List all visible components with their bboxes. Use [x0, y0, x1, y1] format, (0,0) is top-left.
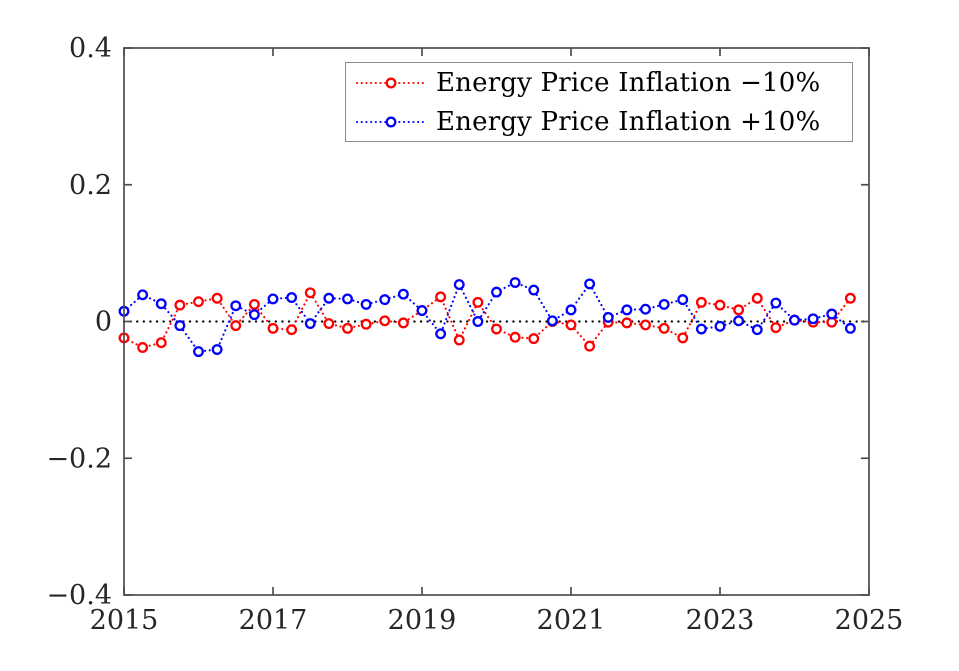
data-point-marker — [714, 299, 726, 311]
y-tick-label: 0.4 — [69, 33, 112, 64]
data-point-marker — [379, 315, 391, 327]
data-point-marker — [528, 333, 540, 345]
data-point-marker — [155, 298, 167, 310]
legend-entry-minus10: Energy Price Inflation −10% — [346, 63, 852, 102]
data-point-marker — [491, 286, 502, 298]
y-axis: −0.4 −0.2 0 0.2 0.4 — [46, 33, 869, 611]
data-point-marker — [323, 318, 335, 330]
data-point-marker — [509, 277, 521, 288]
data-point-marker — [193, 296, 204, 308]
data-point-marker — [323, 292, 335, 304]
data-point-marker — [584, 278, 596, 290]
data-point-marker — [453, 334, 465, 346]
data-point-marker — [640, 303, 651, 315]
data-point-marker — [733, 315, 745, 327]
data-point-marker — [211, 344, 223, 355]
data-point-marker — [621, 304, 633, 316]
data-point-marker — [174, 320, 186, 332]
data-point-marker — [658, 298, 670, 310]
data-point-marker — [751, 292, 763, 304]
x-tick-label: 2023 — [686, 605, 755, 636]
legend-entry-plus10: Energy Price Inflation +10% — [346, 102, 852, 141]
data-point-marker — [770, 322, 782, 334]
legend-label-plus10: Energy Price Inflation +10% — [436, 106, 821, 137]
data-point-marker — [174, 299, 186, 311]
data-point-marker — [137, 342, 149, 353]
data-point-marker — [714, 320, 726, 332]
data-point-marker — [360, 298, 372, 310]
data-point-marker — [602, 311, 614, 323]
data-point-marker — [844, 292, 856, 304]
data-point-marker — [137, 289, 149, 301]
data-point-marker — [416, 305, 428, 317]
data-point-marker — [807, 313, 819, 325]
legend-label-minus10: Energy Price Inflation −10% — [436, 67, 821, 98]
data-point-marker — [435, 291, 447, 303]
data-point-marker — [565, 304, 577, 316]
dotted-line-marker-icon — [355, 77, 427, 88]
x-tick-label: 2015 — [90, 605, 159, 636]
data-point-marker — [565, 319, 577, 331]
data-point-marker — [770, 297, 782, 309]
data-point-marker — [472, 316, 484, 327]
data-point-marker — [528, 284, 540, 296]
data-point-marker — [826, 308, 838, 320]
data-point-marker — [360, 318, 372, 330]
data-point-marker — [267, 293, 279, 305]
data-point-marker — [379, 294, 391, 306]
data-point-marker — [304, 287, 316, 299]
x-tick-label: 2021 — [537, 605, 606, 636]
data-point-marker — [453, 279, 465, 291]
data-point-marker — [435, 328, 447, 340]
data-point-marker — [472, 296, 484, 308]
data-point-marker — [286, 292, 298, 304]
data-point-marker — [621, 317, 633, 329]
data-point-marker — [342, 322, 353, 334]
data-point-marker — [211, 292, 223, 304]
data-point-marker — [658, 322, 670, 334]
data-point-marker — [286, 324, 298, 336]
data-point-marker — [677, 294, 689, 306]
data-point-marker — [397, 288, 409, 300]
legend: Energy Price Inflation −10% Energy Price… — [345, 62, 853, 142]
data-point-marker — [695, 296, 707, 308]
x-axis: 2015 2017 2019 2021 2023 2025 — [90, 48, 904, 636]
data-point-marker — [397, 317, 409, 329]
data-point-marker — [546, 315, 558, 327]
y-tick-label: −0.4 — [46, 580, 112, 611]
series-energy-plus10 — [118, 277, 856, 358]
data-point-marker — [248, 298, 260, 310]
data-point-marker — [695, 323, 707, 335]
data-point-marker — [342, 293, 353, 305]
x-tick-label: 2019 — [388, 605, 457, 636]
data-point-marker — [751, 324, 763, 336]
x-tick-label: 2017 — [239, 605, 308, 636]
data-point-marker — [304, 318, 316, 330]
data-point-marker — [844, 322, 856, 334]
series-energy-minus10 — [118, 287, 856, 353]
y-tick-label: 0.2 — [69, 170, 112, 201]
data-point-marker — [267, 322, 279, 334]
data-point-marker — [584, 340, 596, 352]
data-point-marker — [789, 314, 800, 326]
x-tick-label: 2025 — [835, 605, 904, 636]
data-point-marker — [640, 319, 651, 331]
series-line — [122, 281, 852, 353]
data-point-marker — [491, 323, 502, 335]
data-point-marker — [155, 337, 167, 349]
data-point-marker — [509, 331, 521, 343]
y-tick-label: 0 — [95, 307, 112, 338]
data-point-marker — [230, 300, 242, 312]
dotted-line-marker-icon — [355, 116, 427, 127]
y-tick-label: −0.2 — [46, 443, 112, 474]
data-point-marker — [193, 346, 204, 358]
data-point-marker — [733, 304, 745, 316]
data-point-marker — [677, 332, 689, 344]
data-point-marker — [230, 320, 242, 332]
data-point-marker — [248, 309, 260, 321]
